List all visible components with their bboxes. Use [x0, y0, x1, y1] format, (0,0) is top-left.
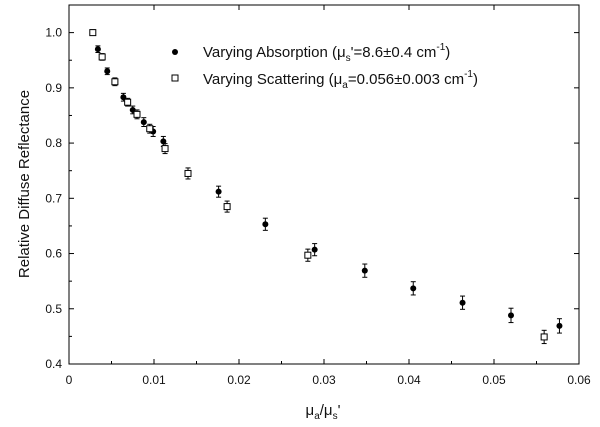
data-point-absorption [361, 267, 368, 274]
data-point-absorption [410, 285, 417, 292]
data-point-absorption [311, 246, 318, 253]
legend-marker-absorption [172, 49, 178, 55]
data-point-scattering [540, 333, 548, 341]
x-tick-label: 0.03 [312, 373, 336, 387]
x-axis-label: μa/μs' [306, 402, 341, 422]
y-tick-label: 0.8 [45, 136, 62, 150]
y-tick-label: 0.6 [45, 247, 62, 261]
x-tick-label: 0.02 [227, 373, 251, 387]
data-point-absorption [140, 119, 147, 126]
x-tick-label: 0 [66, 373, 73, 387]
data-marks [89, 29, 563, 345]
y-tick-label: 0.5 [45, 302, 62, 316]
data-point-scattering [184, 169, 192, 177]
data-point-scattering [146, 125, 154, 133]
legend-marker-scattering [171, 74, 179, 82]
data-point-absorption [459, 299, 466, 306]
data-point-scattering [161, 145, 169, 153]
legend: Varying Absorption (μs'=8.6±0.4 cm-1) Va… [171, 42, 478, 91]
data-point-scattering [223, 203, 231, 211]
data-point-absorption [508, 312, 514, 319]
data-point-absorption [160, 138, 167, 145]
y-tick-label: 0.7 [45, 191, 62, 205]
data-point-absorption [215, 188, 222, 195]
x-tick-label: 0.06 [567, 373, 591, 387]
x-tick-label: 0.01 [142, 373, 166, 387]
x-tick-label: 0.04 [397, 373, 421, 387]
x-axis: 0 0.01 0.02 0.03 0.04 0.05 0.06 [66, 5, 591, 387]
data-point-scattering [304, 251, 312, 259]
data-point-absorption [262, 221, 269, 228]
x-tick-label: 0.05 [482, 373, 506, 387]
data-point-absorption [104, 68, 111, 75]
data-point-scattering [89, 29, 97, 37]
data-point-scattering [124, 98, 132, 106]
legend-label-absorption: Varying Absorption (μs'=8.6±0.4 cm-1) [203, 42, 450, 64]
legend-label-scattering: Varying Scattering (μa=0.056±0.003 cm-1) [203, 69, 478, 91]
y-axis-label: Relative Diffuse Reflectance [16, 90, 33, 278]
y-tick-label: 0.9 [45, 81, 62, 95]
y-tick-label: 0.4 [45, 357, 62, 371]
data-point-absorption [556, 322, 563, 329]
data-point-absorption [94, 46, 101, 53]
data-point-scattering [98, 53, 106, 61]
data-point-scattering [111, 78, 119, 86]
data-point-scattering [133, 110, 141, 118]
y-axis: 0.4 0.5 0.6 0.7 0.8 0.9 1.0 [45, 26, 579, 371]
y-tick-label: 1.0 [45, 26, 62, 40]
